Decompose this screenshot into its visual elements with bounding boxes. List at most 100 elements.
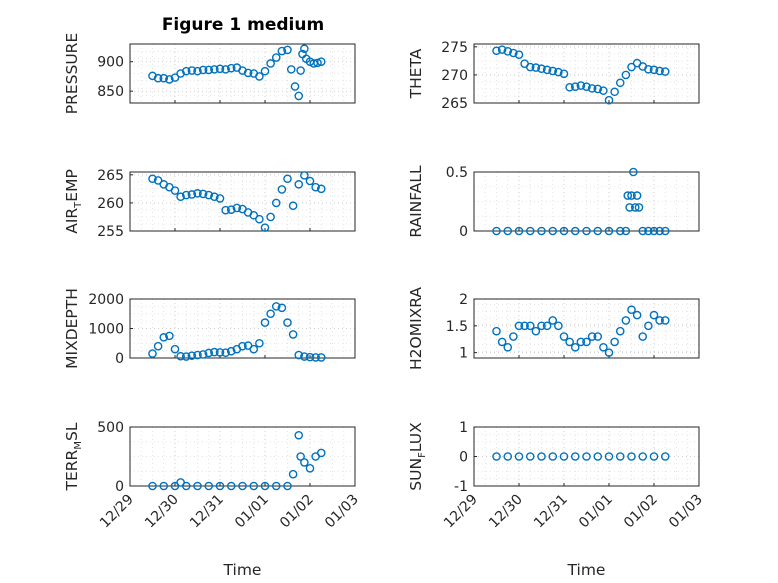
data-point: [277, 46, 287, 56]
data-point: [554, 67, 563, 77]
panel-row2-left: 255 260 265 AIRTEMP: [63, 168, 356, 240]
data-point: [587, 332, 597, 341]
y-axis-label-main: TERR: [63, 449, 81, 491]
data-point: [193, 481, 202, 491]
data-point: [503, 47, 513, 56]
data-point: [238, 481, 247, 491]
y-axis-label-subscript: F: [417, 452, 428, 458]
data-point: [294, 350, 304, 360]
data-point: [610, 87, 619, 97]
y-tick-label: 0: [115, 479, 124, 495]
data-point: [531, 63, 541, 72]
data-point: [170, 186, 180, 195]
data-point: [621, 316, 631, 325]
data-point: [296, 452, 305, 461]
data-point: [159, 333, 169, 342]
data-point: [503, 452, 513, 461]
data-point: [153, 176, 163, 185]
data-point: [283, 174, 292, 184]
data-point: [604, 348, 614, 357]
y-tick-label: -1: [454, 479, 468, 495]
data-point: [260, 66, 270, 76]
data-point: [576, 81, 586, 90]
axes-border: [473, 43, 700, 104]
y-tick-label: 1: [459, 420, 468, 436]
data-point: [559, 69, 569, 79]
x-tick-label: 01/03: [666, 492, 706, 532]
data-point: [610, 337, 619, 347]
data-point: [266, 309, 275, 319]
data-point: [283, 481, 292, 491]
data-point: [576, 337, 586, 347]
data-point: [260, 318, 270, 327]
data-point: [542, 321, 552, 331]
panel-row3-left: 0 1000 2000 MIXDEPTH: [63, 288, 356, 369]
data-point: [492, 226, 501, 236]
data-point: [627, 452, 636, 461]
data-point: [215, 64, 225, 74]
data-point: [621, 70, 631, 80]
data-point: [316, 57, 326, 67]
axes-border: [129, 43, 356, 104]
data-point: [503, 342, 513, 352]
axes-border: [129, 298, 356, 359]
data-point: [215, 194, 225, 203]
data-point: [187, 190, 197, 199]
data-point: [554, 321, 563, 331]
axes-border: [473, 298, 700, 359]
y-tick-label: 850: [97, 84, 124, 100]
data-point: [627, 62, 636, 72]
y-axis-label-main: PRESSURE: [63, 33, 81, 115]
data-point: [255, 72, 264, 81]
data-point: [204, 481, 214, 491]
data-point: [198, 65, 208, 75]
data-point: [300, 352, 309, 361]
data-point: [615, 78, 625, 88]
data-point: [294, 180, 304, 189]
data-point: [198, 189, 208, 199]
y-axis-label-main: THETA: [407, 48, 425, 99]
data-point: [604, 226, 614, 236]
data-point: [198, 350, 208, 359]
data-point: [525, 62, 535, 72]
data-point: [593, 226, 603, 236]
data-point: [520, 321, 529, 331]
data-point: [176, 351, 185, 361]
y-axis-label: TERRMSL: [63, 422, 84, 491]
data-point: [542, 65, 552, 75]
y-tick-label: 2: [459, 292, 468, 308]
data-point: [288, 201, 298, 211]
y-tick-label: 0: [459, 224, 468, 240]
panel-top-left: 850 900 PRESSURE: [63, 33, 356, 115]
y-tick-label: 275: [441, 40, 468, 56]
panel-row2-right: 0 0.5 RAINFALL: [407, 165, 700, 240]
data-point: [593, 332, 603, 341]
data-point: [286, 65, 296, 74]
data-point: [311, 353, 320, 362]
data-point: [604, 95, 614, 105]
data-point: [644, 64, 653, 74]
data-point: [582, 82, 591, 92]
y-tick-label: 900: [97, 55, 124, 71]
data-point: [305, 352, 315, 362]
data-point: [644, 321, 653, 331]
data-point: [525, 226, 535, 236]
data-point: [271, 302, 281, 311]
y-axis-label: AIRTEMP: [63, 169, 84, 234]
data-point: [582, 337, 591, 347]
data-point: [548, 452, 558, 461]
data-point: [221, 65, 230, 74]
data-point: [249, 344, 259, 354]
data-point: [296, 66, 305, 75]
y-tick-label: 255: [97, 224, 124, 240]
data-point: [531, 326, 541, 336]
axes-border: [473, 426, 700, 487]
data-point: [593, 84, 603, 94]
data-point: [503, 226, 513, 236]
y-tick-label: 0: [459, 450, 468, 466]
data-point: [260, 481, 270, 491]
data-point: [215, 481, 225, 491]
data-point: [559, 332, 569, 341]
data-point: [221, 348, 230, 357]
data-point: [249, 481, 259, 491]
